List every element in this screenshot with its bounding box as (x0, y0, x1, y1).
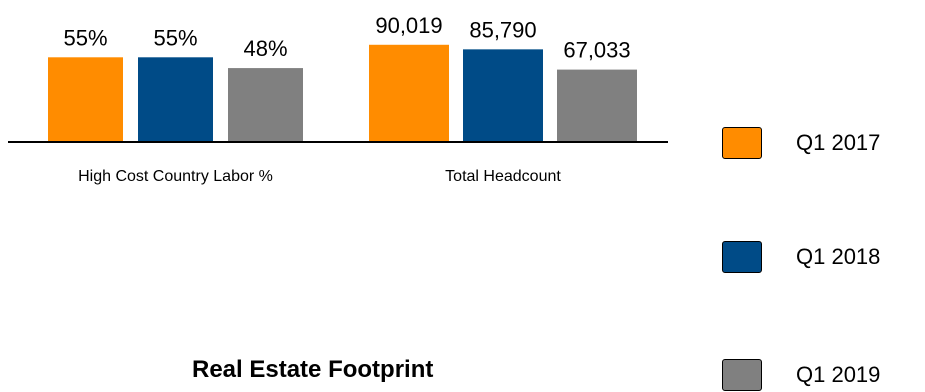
data-label-headcount-q1-2017: 90,019 (375, 13, 442, 38)
legend-swatch-q1-2017 (722, 127, 762, 159)
legend-item-q1-2018: Q1 2018 (722, 240, 880, 274)
legend-swatch-q1-2019 (722, 359, 762, 391)
chart-panel-labor: 55% 55% 48% High Cost Country Labor % (8, 25, 330, 185)
data-label-headcount-q1-2018: 85,790 (469, 17, 536, 42)
data-label-labor-q1-2018: 55% (153, 25, 197, 50)
data-label-headcount-q1-2019: 67,033 (563, 38, 630, 63)
legend: Q1 2017 Q1 2018 Q1 2019 (722, 0, 922, 392)
legend-label-q1-2019: Q1 2019 (796, 362, 881, 387)
legend-label-q1-2018: Q1 2018 (796, 244, 881, 269)
bar-labor-q1-2018 (138, 57, 213, 142)
charts-svg: 55% 55% 48% High Cost Country Labor % 90,01… (8, 13, 668, 185)
section-title: Real Estate Footprint (192, 356, 434, 383)
legend-item-q1-2017: Q1 2017 (722, 126, 880, 160)
legend-swatch-q1-2018 (722, 241, 762, 273)
legend-item-q1-2019: Q1 2019 (722, 358, 880, 392)
bar-labor-q1-2017 (48, 57, 123, 142)
legend-label-q1-2017: Q1 2017 (796, 130, 881, 155)
category-label-headcount: Total Headcount (445, 168, 561, 185)
bar-headcount-q1-2018 (463, 49, 543, 142)
bar-headcount-q1-2017 (369, 44, 449, 142)
data-label-labor-q1-2019: 48% (243, 36, 287, 61)
category-label-labor: High Cost Country Labor % (78, 168, 273, 185)
chart-panel-headcount: 90,019 85,790 67,033 Total Headcount (330, 13, 668, 185)
bar-labor-q1-2019 (228, 68, 303, 142)
data-label-labor-q1-2017: 55% (63, 25, 107, 50)
bar-headcount-q1-2019 (557, 69, 637, 142)
